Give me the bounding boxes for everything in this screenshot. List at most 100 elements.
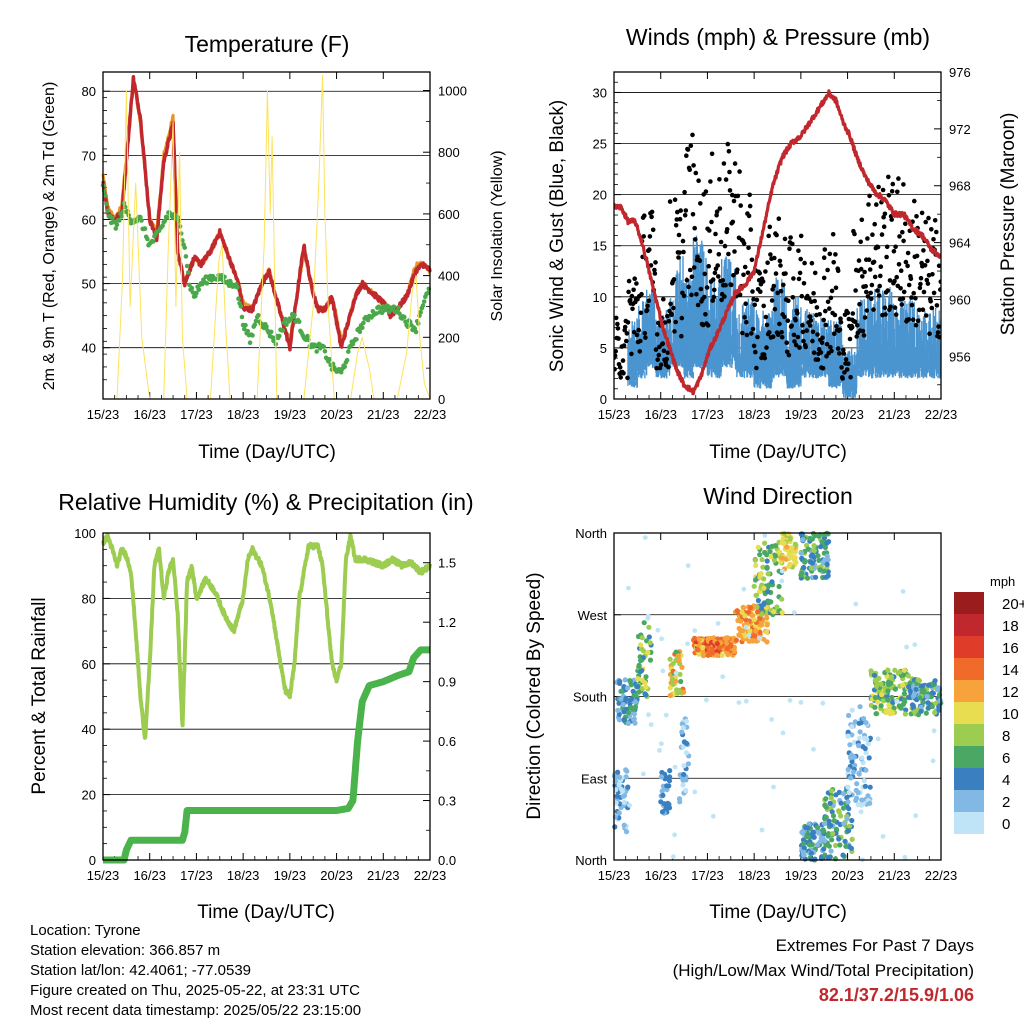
wind-gust-point	[621, 343, 627, 348]
wind-gust-point	[819, 340, 825, 346]
wind-gust-point	[910, 317, 916, 323]
y-tick-label: 70	[82, 148, 96, 163]
direction-panel: Wind Direction NorthEastSouthWestNorth15…	[524, 483, 1024, 923]
wind-gust-point	[838, 320, 844, 325]
wind-gust-point	[867, 267, 873, 272]
wind-gust-point	[801, 281, 807, 286]
wind-gust-point	[704, 285, 710, 290]
wind-gust-point	[815, 357, 821, 362]
wind-gust-point	[740, 330, 745, 336]
wind-gust-point	[741, 241, 747, 246]
wind-direction-point	[636, 663, 642, 669]
wind-gust-point	[905, 263, 910, 269]
wind-gust-point	[829, 288, 835, 294]
wind-gust-point	[852, 319, 858, 325]
wind-gust-point	[803, 344, 808, 350]
dewpoint-point	[105, 208, 110, 214]
wind-direction-point	[643, 684, 649, 690]
dewpoint-point	[397, 311, 402, 317]
wind-direction-point	[822, 820, 828, 827]
wind-direction-point	[658, 774, 665, 780]
wind-direction-point	[863, 767, 869, 773]
extremes-heading: Extremes For Past 7 Days	[775, 936, 974, 955]
wind-gust-point	[765, 260, 770, 266]
wind-direction-point	[789, 545, 795, 551]
dewpoint-point	[222, 274, 227, 280]
wind-direction-point	[798, 531, 804, 537]
x-tick-label: 15/23	[598, 407, 631, 422]
wind-direction-point	[659, 636, 664, 642]
wind-gust-point	[934, 229, 939, 235]
wind-gust-point	[702, 294, 707, 300]
wind-gust-point	[869, 296, 874, 302]
wind-gust-point	[842, 370, 847, 375]
wind-gust-point	[652, 267, 657, 273]
dewpoint-point	[242, 326, 247, 332]
dewpoint-point	[162, 218, 168, 223]
x-tick-label: 19/23	[274, 868, 307, 883]
wind-direction-point	[731, 648, 738, 655]
wind-direction-point	[615, 707, 621, 714]
legend-swatch	[954, 702, 984, 724]
wind-direction-point	[764, 629, 770, 635]
wind-gust-point	[809, 299, 814, 305]
wind-gust-point	[763, 269, 768, 274]
wind-direction-point	[901, 691, 908, 697]
wind-gust-point	[750, 289, 755, 294]
wind-gust-point	[750, 326, 756, 332]
wind-gust-point	[614, 366, 617, 372]
wind-direction-point	[747, 628, 753, 634]
wind-direction-point	[913, 813, 919, 819]
wind-direction-point	[742, 613, 748, 619]
dewpoint-point	[268, 329, 274, 335]
wind-gust-point	[666, 318, 672, 324]
wind-direction-point	[704, 697, 709, 703]
dewpoint-point	[361, 320, 366, 326]
wind-direction-point	[828, 848, 834, 854]
wind-gust-point	[827, 251, 833, 257]
wind-gust-point	[810, 329, 816, 335]
dewpoint-point	[391, 304, 397, 310]
wind-direction-point	[863, 750, 869, 756]
wind-gust-point	[664, 356, 669, 362]
wind-gust-point	[846, 361, 851, 367]
wind-direction-point	[768, 554, 774, 560]
wind-direction-point	[902, 711, 909, 717]
wind-gust-point	[793, 342, 799, 348]
legend-label: 4	[1002, 772, 1010, 789]
wind-direction-point	[787, 698, 793, 703]
x-tick-label: 20/23	[320, 868, 353, 883]
wind-gust-point	[682, 213, 688, 218]
dewpoint-point	[164, 215, 170, 220]
wind-gust-point	[882, 211, 888, 217]
wind-gust-point	[866, 202, 871, 207]
wind-gust-point	[748, 227, 754, 232]
wind-direction-point	[906, 684, 912, 690]
wind-gust-point	[847, 336, 853, 342]
wind-direction-point	[663, 805, 670, 811]
wind-gust-point	[804, 328, 810, 333]
wind-direction-point	[837, 842, 843, 848]
wind-direction-point	[907, 688, 913, 694]
extremes-subheading: (High/Low/Max Wind/Total Precipitation)	[672, 961, 974, 980]
wind-gust-point	[690, 212, 696, 217]
wind-gust-point	[865, 294, 871, 299]
wind-direction-point	[919, 683, 925, 689]
dewpoint-point	[296, 319, 302, 325]
dewpoint-point	[142, 226, 148, 231]
wind-gust-point	[837, 351, 842, 356]
wind-gust-point	[833, 285, 839, 291]
wind-direction-point	[637, 668, 644, 675]
wind-gust-point	[867, 193, 872, 199]
wind-direction-point	[631, 711, 638, 717]
wind-gust-point	[776, 216, 782, 221]
wind-gust-point	[903, 221, 908, 227]
dewpoint-point	[113, 226, 119, 231]
wind-direction-point	[657, 748, 662, 753]
wind-direction-point	[753, 562, 759, 569]
y2-tick-label: 960	[949, 292, 971, 307]
wind-direction-point	[808, 565, 815, 571]
y2-tick-label: 1000	[438, 84, 467, 99]
wind-direction-point	[751, 583, 757, 589]
wind-direction-point	[833, 842, 839, 849]
